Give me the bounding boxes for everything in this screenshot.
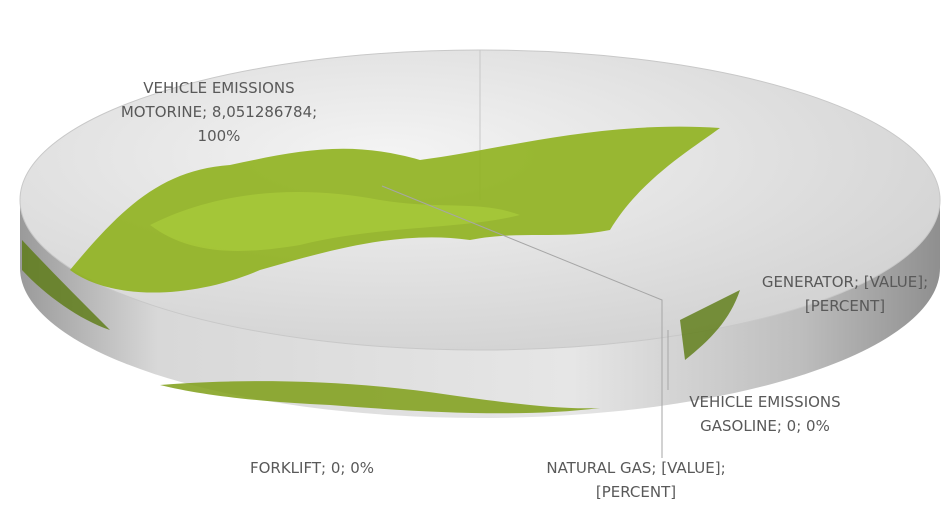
separator: ;: [853, 273, 864, 291]
leader-lines: [381, 185, 669, 458]
fabric-decoration: [22, 126, 740, 414]
value-label: [VALUE]: [863, 273, 924, 291]
percent-label: [PERCENT]: [595, 483, 677, 501]
separator: ;: [796, 417, 807, 435]
separator: ;: [923, 273, 929, 291]
data-label: FORKLIFT; 0; 0%: [192, 456, 432, 480]
category-name: VEHICLE EMISSIONS GASOLINE: [689, 393, 841, 435]
percent-label: [PERCENT]: [804, 297, 886, 315]
percent-label: 100%: [197, 127, 241, 145]
value-label: 8,051286784: [211, 103, 313, 121]
category-name: VEHICLE EMISSIONS MOTORINE: [120, 79, 295, 121]
percent-label: 0%: [806, 417, 830, 435]
separator: ;: [321, 459, 331, 477]
separator: ;: [312, 103, 318, 121]
value-label: 0: [330, 459, 341, 477]
separator: ;: [776, 417, 787, 435]
category-name: FORKLIFT: [249, 459, 321, 477]
value-label: [VALUE]: [661, 459, 721, 477]
data-label: NATURAL GAS; [VALUE]; [PERCENT]: [536, 456, 736, 504]
separator: ;: [202, 103, 212, 121]
data-label: VEHICLE EMISSIONS GASOLINE; 0; 0%: [665, 390, 865, 438]
separator: ;: [651, 459, 662, 477]
category-name: GENERATOR: [761, 273, 854, 291]
percent-label: 0%: [350, 459, 374, 477]
separator: ;: [340, 459, 351, 477]
data-label: GENERATOR; [VALUE]; [PERCENT]: [750, 270, 940, 318]
data-label: VEHICLE EMISSIONS MOTORINE; 8,051286784;…: [119, 76, 319, 148]
separator: ;: [720, 459, 726, 477]
value-label: 0: [786, 417, 797, 435]
category-name: NATURAL GAS: [546, 459, 652, 477]
